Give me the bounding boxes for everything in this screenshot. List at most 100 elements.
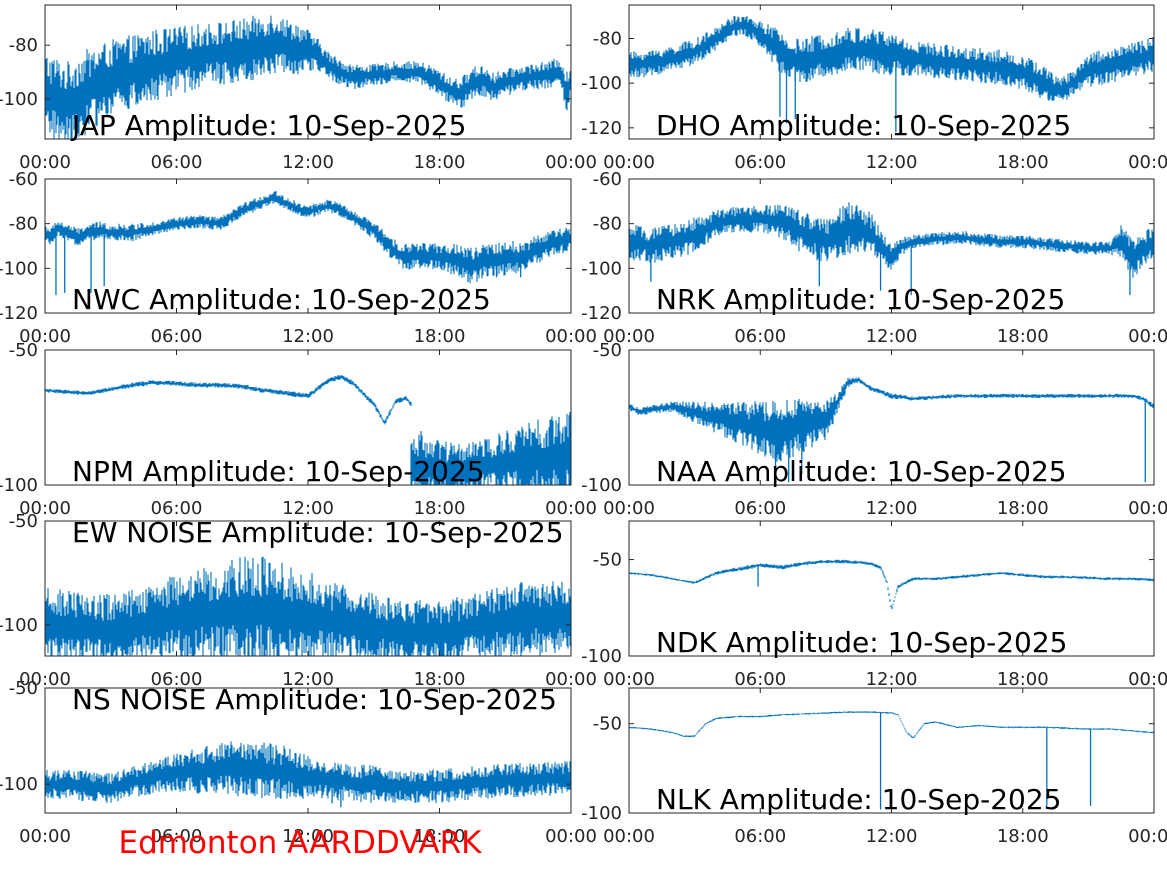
y-tick-label: -120 <box>581 303 622 324</box>
y-tick-label: -50 <box>593 550 622 571</box>
series-group <box>629 202 1154 296</box>
chart-panel: 00:00 06:00 12:00 18:00 00:00 -50 -100 NAA Ampl… <box>581 340 1167 519</box>
chart-panel: 00:00 06:00 12:00 18:00 00:00 -50 -100 NPM Ampl… <box>0 340 597 519</box>
x-tick-label: 06:00 <box>151 498 203 519</box>
x-tick-label: 12:00 <box>282 498 334 519</box>
x-tick-label: 18:00 <box>414 669 466 690</box>
series-line <box>629 377 1154 462</box>
x-tick-label: 00:00 <box>19 826 71 847</box>
x-tick-label: 06:00 <box>734 498 786 519</box>
y-tick-label: -50 <box>9 340 38 361</box>
series-group <box>45 15 571 139</box>
x-tick-label: 06:00 <box>734 152 786 173</box>
x-tick-label: 12:00 <box>282 326 334 347</box>
y-tick-label: -80 <box>593 29 622 50</box>
x-tick-label: 00:00 <box>19 498 71 519</box>
x-tick-label: 00:00 <box>545 326 597 347</box>
x-tick-label: 12:00 <box>282 826 334 847</box>
y-tick-label: -120 <box>581 118 622 139</box>
series-line <box>629 15 1154 101</box>
series-group <box>629 15 1154 133</box>
chart-panel: 00:00 06:00 12:00 18:00 00:00 -80 -100 -120 DHO … <box>581 4 1167 173</box>
x-tick-label: 06:00 <box>151 826 203 847</box>
y-tick-label: -80 <box>9 35 38 56</box>
x-tick-label: 18:00 <box>414 152 466 173</box>
series-line <box>45 375 412 425</box>
x-tick-label: 12:00 <box>866 152 918 173</box>
x-tick-label: 18:00 <box>997 152 1049 173</box>
x-tick-label: 18:00 <box>997 669 1049 690</box>
x-tick-label: 00:00 <box>603 326 655 347</box>
y-tick-label: -50 <box>593 340 622 361</box>
y-tick-label: -120 <box>0 303 38 324</box>
chart-title: NAA Amplitude: 10-Sep-2025 <box>656 455 1067 488</box>
x-tick-label: 12:00 <box>282 152 334 173</box>
x-tick-label: 18:00 <box>997 326 1049 347</box>
chart-title: EW NOISE Amplitude: 10-Sep-2025 <box>72 516 564 549</box>
chart-panel: 00:00 06:00 12:00 18:00 00:00 -80 -100 JAP Ampl… <box>0 4 597 173</box>
x-tick-label: 00:00 <box>1128 498 1167 519</box>
x-tick-label: 00:00 <box>1128 826 1167 847</box>
x-tick-label: 12:00 <box>866 669 918 690</box>
chart-title: JAP Amplitude: 10-Sep-2025 <box>70 109 466 142</box>
x-tick-label: 00:00 <box>545 669 597 690</box>
x-tick-label: 06:00 <box>151 669 203 690</box>
x-tick-label: 06:00 <box>734 669 786 690</box>
chart-panel: 00:00 06:00 12:00 18:00 00:00 -60 -80 -100 -120 N… <box>581 169 1167 347</box>
y-tick-label: -100 <box>0 258 38 279</box>
x-tick-label: 00:00 <box>1128 152 1167 173</box>
y-tick-label: -50 <box>9 511 38 532</box>
x-tick-label: 00:00 <box>603 498 655 519</box>
chart-title: NRK Amplitude: 10-Sep-2025 <box>656 283 1065 316</box>
series-group <box>45 375 571 485</box>
chart-title: NLK Amplitude: 10-Sep-2025 <box>656 783 1062 816</box>
series-group <box>629 559 1154 610</box>
series-group <box>45 190 571 296</box>
x-tick-label: 00:00 <box>19 326 71 347</box>
y-tick-label: -100 <box>581 73 622 94</box>
x-tick-label: 00:00 <box>545 826 597 847</box>
chart-panel: 00:00 06:00 12:00 18:00 00:00 -60 -80 -100 -120 N… <box>0 169 597 347</box>
chart-panel: 00:00 06:00 12:00 18:00 00:00 -50 -100 EW NOISE… <box>0 511 597 690</box>
x-tick-label: 12:00 <box>866 326 918 347</box>
x-tick-label: 00:00 <box>603 669 655 690</box>
y-tick-label: -100 <box>0 475 38 496</box>
x-tick-label: 18:00 <box>414 326 466 347</box>
y-tick-label: -100 <box>0 774 38 795</box>
y-tick-label: -50 <box>593 714 622 735</box>
series-line-tail <box>410 412 571 485</box>
series-group <box>45 741 571 808</box>
x-tick-label: 00:00 <box>1128 669 1167 690</box>
y-tick-label: -100 <box>0 615 38 636</box>
x-tick-label: 06:00 <box>151 326 203 347</box>
series-line <box>45 741 571 803</box>
y-tick-label: -80 <box>593 214 622 235</box>
x-tick-label: 00:00 <box>603 152 655 173</box>
series-line <box>629 202 1154 278</box>
chart-panel: 00:00 06:00 12:00 18:00 00:00 -50 -100 NLK Ampl… <box>581 687 1167 847</box>
x-tick-label: 12:00 <box>866 498 918 519</box>
x-tick-label: 18:00 <box>414 498 466 519</box>
x-tick-label: 06:00 <box>734 826 786 847</box>
chart-title: NS NOISE Amplitude: 10-Sep-2025 <box>72 683 557 716</box>
y-tick-label: -100 <box>0 89 38 110</box>
chart-title: DHO Amplitude: 10-Sep-2025 <box>656 109 1071 142</box>
series-line <box>45 556 571 656</box>
y-tick-label: -50 <box>9 678 38 699</box>
y-tick-label: -100 <box>581 475 622 496</box>
x-tick-label: 00:00 <box>545 152 597 173</box>
series-group <box>629 711 1154 810</box>
series-group <box>45 556 571 656</box>
panel-grid: 00:00 06:00 12:00 18:00 00:00 -80 -100 JAP Ampl… <box>0 4 1167 847</box>
x-tick-label: 06:00 <box>734 326 786 347</box>
series-line <box>45 190 571 283</box>
chart-panel: 00:00 06:00 12:00 18:00 00:00 -50 -100 NDK Ampl… <box>581 520 1167 690</box>
series-line <box>629 559 1154 610</box>
chart-title: NPM Amplitude: 10-Sep-2025 <box>72 455 485 488</box>
y-tick-label: -100 <box>581 258 622 279</box>
series-line <box>45 15 571 139</box>
x-tick-label: 00:00 <box>545 498 597 519</box>
y-tick-label: -60 <box>593 169 622 190</box>
